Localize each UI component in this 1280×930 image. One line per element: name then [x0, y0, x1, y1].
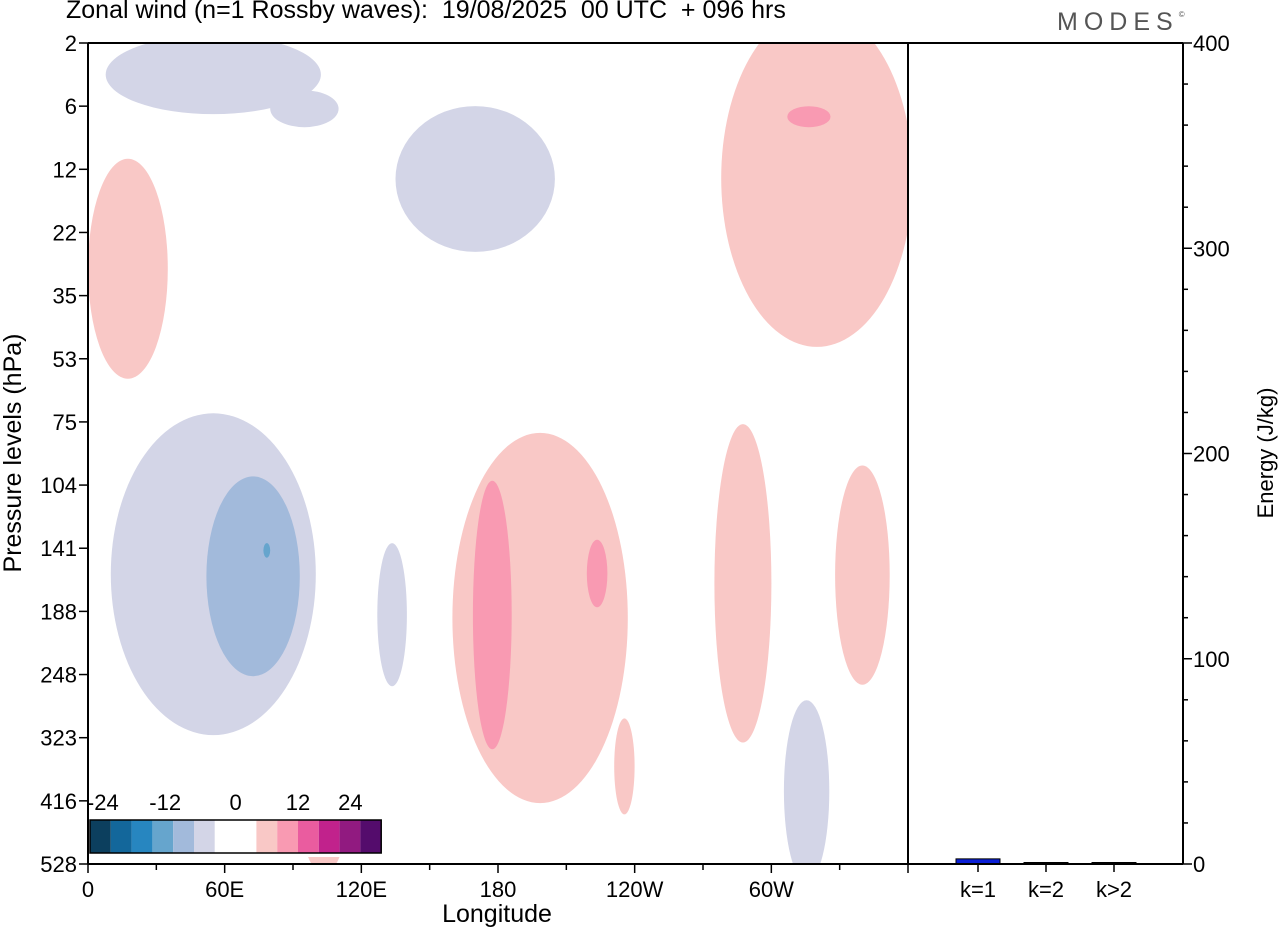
contour-field — [88, 43, 908, 864]
y-tick-label: 416 — [40, 789, 77, 814]
colorbar-swatch — [90, 820, 111, 853]
contour-region-neg-2 — [395, 106, 555, 252]
y-tick-label: 528 — [40, 852, 77, 877]
contour-region-pos-8 — [88, 158, 168, 379]
y-tick-label: 2 — [65, 31, 77, 56]
energy-tick-label: 400 — [1193, 31, 1230, 56]
axes-frame — [87, 42, 1184, 865]
energy-axis: 0 100 200 300 400 — [1183, 31, 1230, 877]
y-tick-label: 323 — [40, 726, 77, 751]
y-tick-label: 141 — [40, 536, 77, 561]
colorbar-swatch — [256, 820, 278, 853]
brand-text: MODES — [1057, 8, 1179, 36]
colorbar-swatch — [277, 820, 298, 853]
colorbar-swatch — [298, 820, 319, 853]
colorbar-label: -24 — [87, 790, 119, 815]
colorbar-swatch — [131, 820, 153, 853]
y-tick-label: 6 — [65, 94, 77, 119]
energy-tick-label: 0 — [1193, 852, 1205, 877]
y-tick-label: 53 — [53, 347, 77, 372]
x-tick-label: 120E — [336, 877, 387, 902]
energy-tick-label: 100 — [1193, 647, 1230, 672]
contour-region-neg-6 — [377, 543, 407, 687]
contour-region-pos-15 — [714, 424, 772, 743]
x-tick-label: 60E — [205, 877, 244, 902]
colorbar-swatch — [339, 820, 361, 853]
contour-region-neg-0 — [105, 43, 321, 115]
colorbar-swatch — [318, 820, 340, 853]
colorbar-label: -12 — [149, 790, 181, 815]
colorbar-label: 0 — [229, 790, 241, 815]
y-tick-label: 35 — [53, 284, 77, 309]
colorbar-swatch — [235, 820, 257, 853]
contour-region-pos-12 — [472, 480, 512, 750]
modes-logo: MODES© — [1057, 8, 1185, 37]
colorbar-label: 12 — [286, 790, 310, 815]
contour-region-neg-1 — [270, 90, 339, 128]
x-tick-label: 0 — [82, 877, 94, 902]
contour-region-pos-13 — [586, 539, 608, 608]
bar-category-label: k>2 — [1096, 877, 1132, 902]
contour-region-pos-16 — [835, 465, 890, 685]
colorbar-label: 24 — [338, 790, 362, 815]
energy-tick-label: 300 — [1193, 236, 1230, 261]
y-tick-label: 12 — [53, 157, 77, 182]
contour-region-neg-5 — [263, 543, 271, 558]
y-tick-label: 22 — [53, 220, 77, 245]
y-tick-label: 188 — [40, 599, 77, 624]
energy-tick-label: 200 — [1193, 442, 1230, 467]
y-axis-label: Pressure levels (hPa) — [0, 334, 27, 573]
colorbar-swatch — [152, 820, 174, 853]
brand-mark: © — [1178, 10, 1185, 19]
contour-region-pos-9 — [721, 43, 908, 347]
x-tick-label: 60W — [749, 877, 794, 902]
colorbar-swatch — [173, 820, 194, 853]
contour-region-neg-4 — [206, 476, 300, 677]
colorbar-swatch — [214, 820, 236, 853]
y-tick-label: 104 — [40, 473, 77, 498]
contour-region-pos-10 — [787, 106, 831, 128]
contour-region-pos-14 — [614, 718, 635, 815]
bar-category-label: k=1 — [960, 877, 996, 902]
x-tick-label: 120W — [606, 877, 664, 902]
colorbar-swatch — [110, 820, 132, 853]
colorbar-swatch — [194, 820, 215, 853]
y-tick-label: 75 — [53, 410, 77, 435]
colorbar: -24 -12 0 12 24 — [87, 785, 384, 857]
energy-bars: k=1 k=2 k>2 — [955, 858, 1137, 902]
x-axis-label: Longitude — [442, 900, 552, 928]
y-axis: 2 6 12 22 35 53 75 104 141 188 248 323 416 528 — [40, 31, 88, 877]
x-tick-label: 180 — [480, 877, 517, 902]
chart-title: Zonal wind (n=1 Rossby waves): 19/08/202… — [66, 0, 786, 24]
x-axis: 0 60E 120E 180 120W 60W — [82, 864, 909, 902]
energy-axis-label: Energy (J/kg) — [1253, 388, 1278, 519]
colorbar-swatch — [360, 820, 382, 853]
colorbar-frame — [89, 819, 382, 854]
y-tick-label: 248 — [40, 663, 77, 688]
bar-category-label: k=2 — [1028, 877, 1064, 902]
contour-region-neg-7 — [783, 700, 830, 864]
